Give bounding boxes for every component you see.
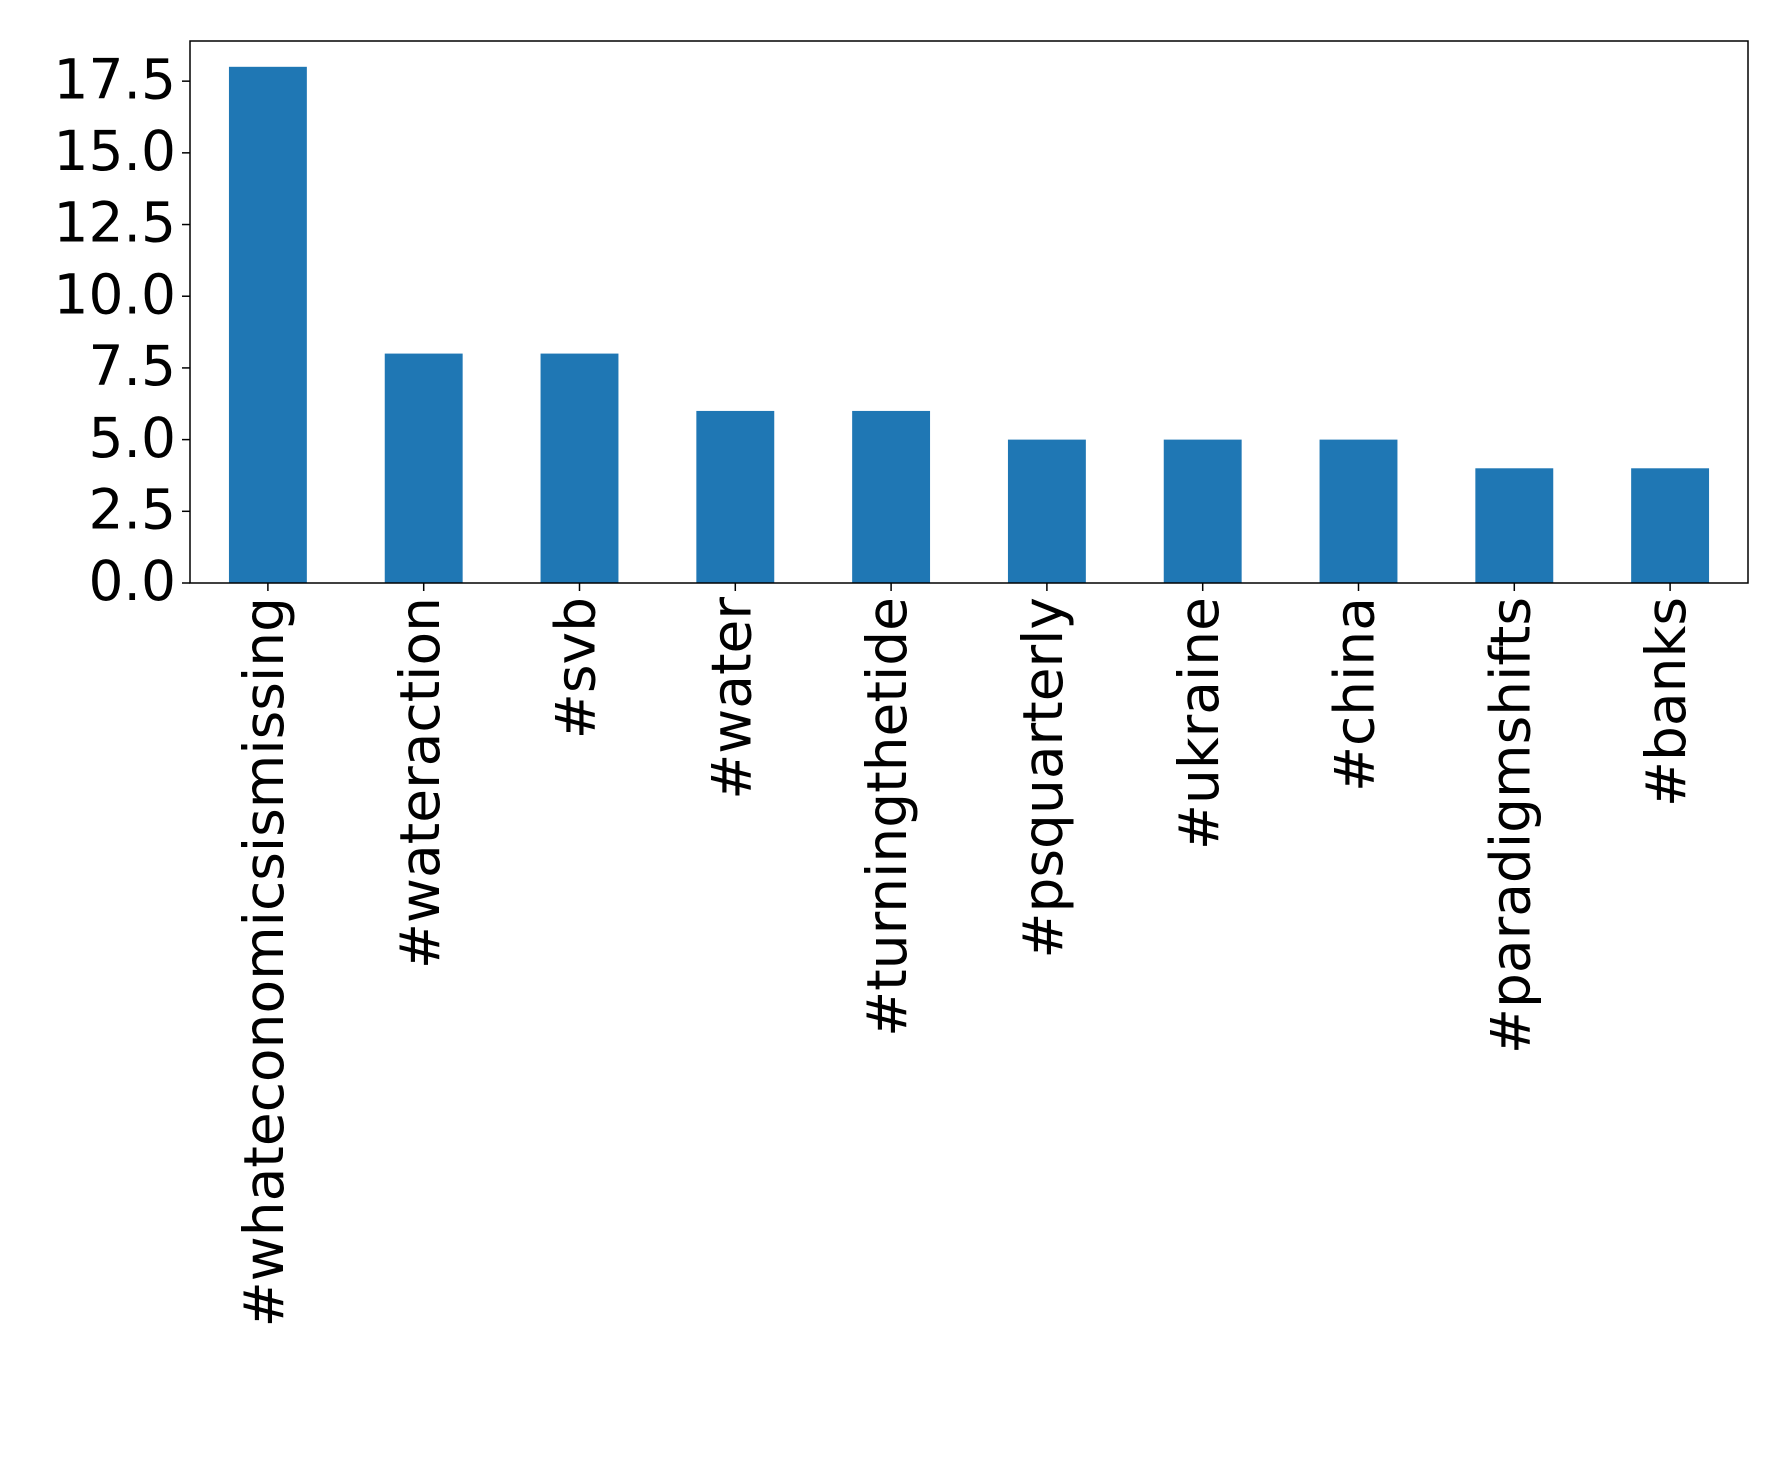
bar [540, 353, 619, 583]
x-tick-label: #water [699, 597, 763, 800]
y-tick-label: 10.0 [54, 262, 176, 326]
x-tick-label: #wateraction [388, 597, 452, 969]
x-tick-label: #psquarterly [1011, 597, 1075, 959]
x-tick-label: #turningthetide [855, 597, 919, 1037]
x-tick-label: #china [1323, 597, 1387, 792]
y-tick-label: 0.0 [89, 549, 176, 613]
bar [1631, 468, 1710, 583]
bar [384, 353, 463, 583]
y-tick-label: 15.0 [54, 119, 176, 183]
x-tick-label: #banks [1634, 597, 1698, 807]
x-tick-label: #whateconomicsismissing [232, 597, 296, 1327]
x-tick-label: #svb [544, 597, 608, 739]
y-tick-label: 5.0 [89, 406, 176, 470]
bar [1319, 439, 1398, 583]
bar [1007, 439, 1086, 583]
plot-frame [189, 40, 1749, 584]
x-tick-label: #ukraine [1167, 597, 1231, 850]
bar [1163, 439, 1242, 583]
bar [852, 410, 931, 583]
y-tick-label: 12.5 [54, 191, 176, 255]
bar [1475, 468, 1554, 583]
y-tick-label: 2.5 [89, 477, 176, 541]
x-tick-label: #paradigmshifts [1478, 597, 1542, 1054]
y-tick-label: 7.5 [89, 334, 176, 398]
y-tick-label: 17.5 [54, 47, 176, 111]
bar [696, 410, 775, 583]
bar [228, 66, 307, 584]
